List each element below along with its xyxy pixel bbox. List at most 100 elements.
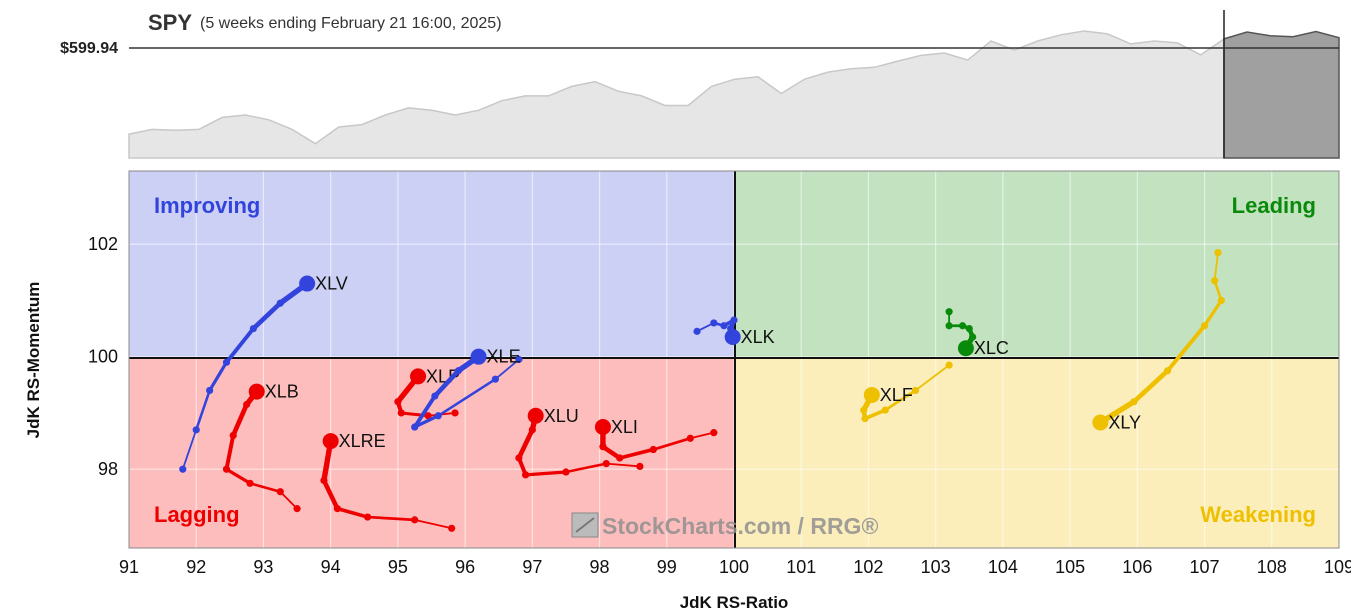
head-point-xlp[interactable]: [410, 368, 427, 385]
y-axis-label: JdK RS-Momentum: [24, 282, 43, 439]
tail-point: [192, 426, 200, 434]
tail-point: [969, 333, 977, 341]
spy-panel: SPY (5 weeks ending February 21 16:00, 2…: [60, 10, 1340, 159]
tail-segment: [413, 414, 440, 429]
tail-point: [686, 434, 694, 442]
tail-point: [1130, 398, 1138, 406]
watermark: StockCharts.com / RRG®: [571, 512, 878, 539]
head-point-xlf[interactable]: [863, 386, 880, 403]
tail-segment: [863, 408, 888, 421]
spy-period: (5 weeks ending February 21 16:00, 2025): [200, 15, 502, 32]
tail-point: [515, 454, 523, 462]
rrg-plot: Improving Leading Lagging Weakening Stoc…: [128, 170, 1340, 549]
tail-point: [249, 324, 257, 333]
tail-xlv[interactable]: XLV: [179, 274, 348, 473]
label-xlv: XLV: [315, 274, 348, 294]
x-tick-label: 103: [921, 557, 951, 577]
tail-segment: [883, 389, 917, 412]
tail-segment: [432, 368, 461, 399]
tail-xlc[interactable]: XLC: [945, 308, 1009, 358]
tail-point: [958, 322, 967, 330]
tail-segment: [181, 428, 198, 471]
tail-segment: [1165, 323, 1207, 373]
tail-point: [602, 459, 610, 468]
tail-point: [1200, 322, 1209, 330]
tail-point: [397, 409, 405, 417]
tail-segment: [412, 394, 437, 430]
x-tick-label: 98: [590, 557, 610, 577]
tail-point: [649, 445, 657, 454]
x-tick-label: 104: [988, 557, 1018, 577]
head-point-xle[interactable]: [470, 348, 487, 365]
tail-point: [636, 462, 644, 471]
tail-segment: [230, 402, 249, 438]
head-point-xlb[interactable]: [248, 383, 265, 400]
quadrant-label-weakening: Weakening: [1200, 502, 1316, 527]
tail-segment: [516, 427, 535, 461]
tail-segment: [321, 478, 340, 511]
watermark-icon-line: [575, 517, 595, 533]
head-point-xlv[interactable]: [299, 275, 316, 292]
tail-segment: [224, 326, 256, 365]
quadrant-label-leading: Leading: [1232, 193, 1316, 218]
tail-point: [616, 454, 624, 462]
tail-point: [411, 423, 419, 431]
tail-segment: [689, 431, 715, 440]
tail-xli[interactable]: XLI: [594, 417, 718, 462]
tail-xlre[interactable]: XLRE: [320, 431, 456, 532]
tail-segment: [523, 470, 568, 477]
tail-point: [276, 488, 284, 496]
tail-segment: [224, 433, 236, 472]
tail-point: [945, 308, 953, 316]
tail-segment: [413, 518, 453, 530]
tail-segment: [335, 506, 370, 519]
quadrant-label-improving: Improving: [154, 193, 260, 218]
tail-xlb[interactable]: XLB: [222, 382, 301, 513]
head-point-xlre[interactable]: [322, 433, 339, 450]
spy-future-area: [1223, 30, 1340, 159]
tail-point: [1211, 277, 1219, 285]
tail-segment: [914, 364, 951, 392]
y-tick-label: 102: [88, 234, 118, 254]
y-tick-label: 100: [88, 347, 118, 367]
tail-xle[interactable]: XLE: [411, 347, 523, 431]
tail-point: [491, 375, 499, 383]
tail-xlu[interactable]: XLU: [515, 406, 644, 479]
tail-point: [515, 355, 523, 364]
tail-segment: [194, 389, 211, 432]
tail-xlk[interactable]: XLK: [693, 316, 775, 347]
tail-point: [562, 468, 570, 476]
x-tick-label: 105: [1055, 557, 1085, 577]
head-point-xlu[interactable]: [527, 407, 544, 424]
tail-segment: [366, 515, 417, 522]
x-tick-label: 107: [1190, 557, 1220, 577]
tail-point: [710, 429, 718, 437]
tail-point: [222, 465, 231, 473]
tail-point: [710, 319, 718, 327]
x-tick-label: 91: [119, 557, 139, 577]
quadrant-improving: [129, 171, 735, 358]
tail-point: [911, 386, 920, 395]
tail-segment: [436, 377, 497, 418]
tail-point: [1214, 248, 1222, 257]
y-tick-label: 98: [98, 459, 118, 479]
head-point-xlc[interactable]: [957, 340, 974, 357]
head-point-xli[interactable]: [594, 419, 611, 436]
tail-segment: [651, 436, 692, 451]
head-point-xly[interactable]: [1092, 414, 1109, 431]
tail-xly[interactable]: XLY: [1092, 248, 1225, 433]
tail-point: [860, 406, 868, 414]
head-point-xlk[interactable]: [724, 328, 741, 345]
label-xlf: XLF: [880, 385, 913, 405]
tail-point: [454, 367, 462, 375]
tail-segment: [1213, 251, 1219, 282]
tail-segment: [224, 467, 252, 485]
label-xlk: XLK: [741, 327, 775, 347]
x-tick-label: 100: [719, 557, 749, 577]
tail-point: [394, 398, 402, 406]
tail-segment: [208, 360, 229, 393]
tail-xlf[interactable]: XLF: [860, 361, 953, 423]
tail-point: [276, 299, 284, 307]
